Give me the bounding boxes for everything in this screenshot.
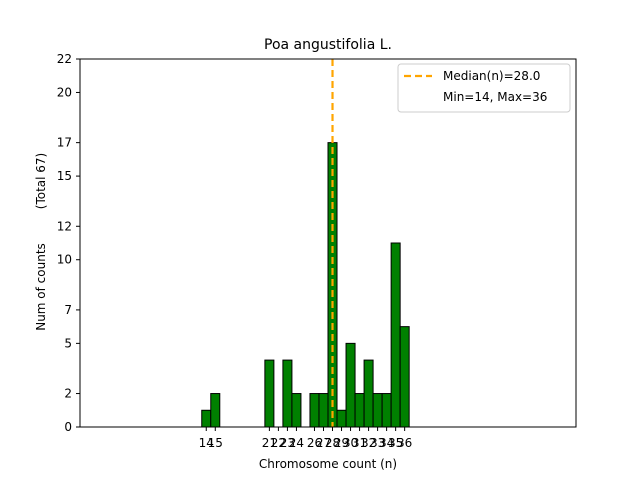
legend: Median(n)=28.0 Min=14, Max=36: [397, 63, 571, 113]
y-tick-label-2: 2: [64, 387, 72, 401]
bars-group: [201, 142, 410, 428]
x-tick-label-27: 27: [316, 436, 331, 450]
x-tick-label-24: 24: [289, 436, 304, 450]
bar-34: [381, 393, 392, 428]
bar-15: [210, 393, 221, 428]
x-tick-label-14: 14: [199, 436, 214, 450]
y-axis-total-note: (Total 67): [34, 153, 48, 209]
x-tick-label-31: 31: [352, 436, 367, 450]
bar-14: [201, 409, 212, 428]
bar-30: [345, 342, 356, 428]
x-tick-label-34: 34: [379, 436, 394, 450]
legend-range-label: Min=14, Max=36: [443, 90, 547, 104]
bar-31: [354, 393, 365, 428]
bar-23: [282, 359, 293, 428]
bar-33: [372, 393, 383, 428]
y-tick-label-12: 12: [57, 219, 72, 233]
bar-32: [363, 359, 374, 428]
bar-29: [336, 409, 347, 428]
y-tick-label-0: 0: [64, 420, 72, 434]
y-tick-label-15: 15: [57, 169, 72, 183]
x-tick-label-22: 22: [271, 436, 286, 450]
x-tick-label-35: 35: [388, 436, 403, 450]
x-tick-label-23: 23: [280, 436, 295, 450]
legend-box: [397, 63, 571, 113]
y-axis-label: Num of counts: [34, 243, 48, 331]
y-tick-label-20: 20: [57, 85, 72, 99]
x-tick-label-32: 32: [361, 436, 376, 450]
x-tick-label-21: 21: [262, 436, 277, 450]
y-tick-label-10: 10: [57, 253, 72, 267]
bar-21: [264, 359, 275, 428]
bar-35: [390, 242, 401, 428]
bar-27: [318, 393, 329, 428]
x-tick-label-15: 15: [208, 436, 223, 450]
x-tick-label-28: 28: [325, 436, 340, 450]
y-tick-label-22: 22: [57, 52, 72, 66]
x-tick-label-33: 33: [370, 436, 385, 450]
y-tick-label-17: 17: [57, 136, 72, 150]
bar-36: [399, 326, 410, 428]
x-tick-label-36: 36: [397, 436, 412, 450]
x-axis-label: Chromosome count (n): [259, 457, 397, 471]
y-tick-label-7: 7: [64, 303, 72, 317]
chart-title: Poa angustifolia L.: [264, 37, 392, 53]
x-tick-label-26: 26: [307, 436, 322, 450]
legend-median-label: Median(n)=28.0: [443, 69, 540, 83]
bar-26: [309, 393, 320, 428]
x-tick-label-29: 29: [334, 436, 349, 450]
bar-24: [291, 393, 302, 428]
x-tick-label-30: 30: [343, 436, 358, 450]
y-axis-ticks: 0 2 5 7 10 12 15 17 20 22: [57, 52, 80, 434]
y-tick-label-5: 5: [64, 336, 72, 350]
plot-frame: [79, 58, 577, 428]
